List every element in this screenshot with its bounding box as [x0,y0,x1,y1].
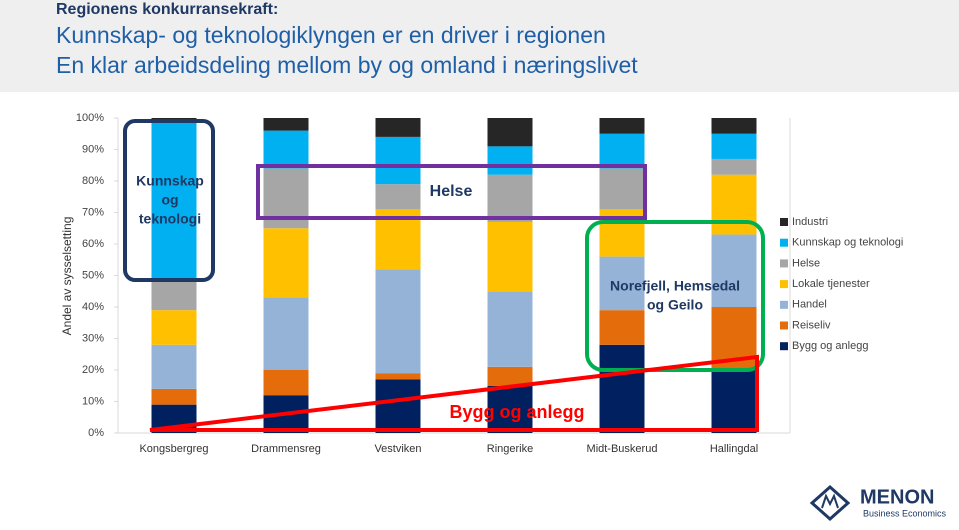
title: En klar arbeidsdeling mellom by og omlan… [56,52,638,78]
bar-segment [711,133,757,159]
y-tick-label: 60% [82,238,104,250]
kicker: Regionens konkurransekraft: [56,1,278,18]
bar-segment [711,370,757,433]
legend-swatch [780,342,788,351]
bar-segment [151,388,197,405]
legend-label: Lokale tjenester [792,278,870,290]
legend-label: Kunnskap og teknologi [792,237,903,249]
legend-label: Helse [792,257,820,269]
y-tick-label: 90% [82,143,104,155]
bar-segment [487,385,533,433]
logo-mark [809,484,851,522]
bar-segment [487,221,533,292]
logo-mark [821,493,839,509]
y-tick-label: 10% [82,395,104,407]
y-tick-label: 70% [82,206,104,218]
y-tick-label: 80% [82,175,104,187]
bar-segment [375,373,421,380]
x-tick-label: Hallingdal [710,443,758,455]
legend-swatch [780,238,788,247]
logo-name: MENON [860,486,934,508]
bar-segment [263,118,309,131]
annotation: Kunnskap [136,173,204,189]
annotation: Bygg og anlegg [450,402,585,422]
legend-swatch [780,300,788,309]
bar-segment [375,269,421,374]
logo: MENON Business Economics [809,484,947,522]
bar-segment [151,344,197,389]
bar-segment [599,133,645,169]
bar-segment [263,297,309,370]
bar-segment [599,168,645,210]
bar-segment [151,310,197,345]
header-band [0,0,959,92]
legend-swatch [780,218,788,226]
x-tick-label: Drammensreg [251,443,321,455]
y-tick-label: 30% [82,332,104,344]
x-tick-label: Kongsbergreg [139,443,208,455]
bar-segment [487,291,533,367]
bar-segment [263,228,309,298]
bar-segment [375,118,421,137]
title: Kunnskap- og teknologiklyngen er en driv… [56,22,606,48]
bar-segment [487,118,533,147]
bar-segment [711,118,757,134]
bar-segment [151,281,197,311]
y-tick-label: 0% [88,427,104,439]
annotation: Norefjell, Hemsedal [610,278,740,294]
bar-segment [599,310,645,345]
bar-segment [599,256,645,311]
logo-tagline: Business Economics [863,508,947,518]
bar-segment [599,344,645,433]
highlight-box [585,220,765,372]
highlight-box [256,164,647,220]
x-tick-label: Vestviken [374,443,421,455]
annotation: og [161,192,178,208]
bar-segment [375,184,421,210]
legend-swatch [780,280,788,289]
bar-segment [263,370,309,396]
bar-segment [711,234,757,307]
bar-segment [487,366,533,386]
bar-segment [711,174,757,235]
bar-segment [375,136,421,185]
y-tick-label: 50% [82,269,104,281]
legend-swatch [780,259,788,268]
x-tick-label: Midt-Buskerud [587,443,658,455]
x-tick-label: Ringerike [487,443,533,455]
legend-label: Reiseliv [792,319,831,331]
legend-swatch [780,321,788,330]
bar-segment [487,174,533,222]
y-tick-label: 20% [82,364,104,376]
annotation: og Geilo [647,297,703,313]
y-tick-label: 100% [76,112,104,124]
y-axis-label: Andel av sysselsetting [60,217,74,336]
y-tick-label: 40% [82,301,104,313]
highlight-box [123,119,215,282]
bar-segment [375,379,421,433]
annotation: teknologi [139,211,201,227]
bar-segment [487,146,533,175]
legend-label: Handel [792,299,827,311]
bar-segment [711,158,757,175]
bar-segment [599,118,645,134]
trend-triangle [149,354,759,432]
legend-label: Industri [792,216,828,228]
legend-label: Bygg og anlegg [792,340,868,352]
bar-segment [151,121,197,282]
annotation: Helse [430,183,473,200]
bar-segment [263,130,309,169]
